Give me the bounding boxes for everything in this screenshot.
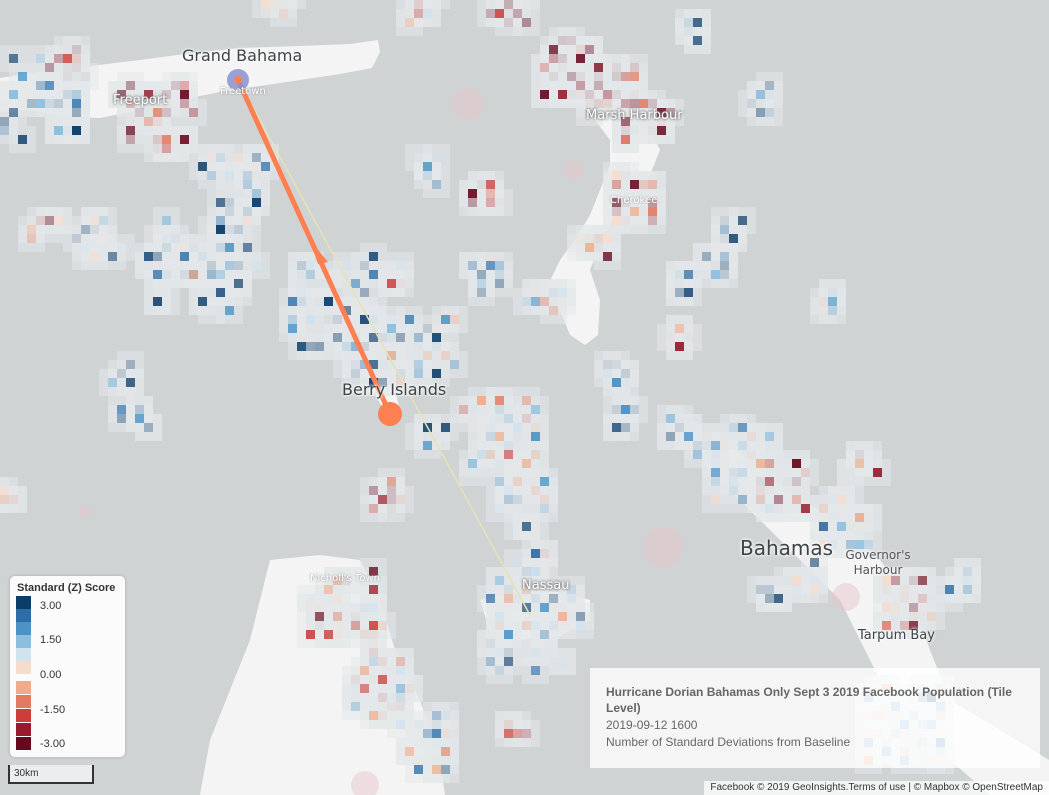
info-date: 2019-09-12 1600 — [606, 718, 698, 732]
thin-flow-line — [237, 79, 531, 616]
scale-label: 30km — [14, 768, 39, 779]
legend-tick-neg-1-5: -1.50 — [40, 704, 66, 716]
legend-swatch — [16, 723, 31, 736]
legend-swatch — [16, 622, 31, 635]
legend-swatch — [16, 695, 31, 708]
legend-swatch — [16, 661, 31, 674]
legend-swatch — [16, 737, 31, 750]
origin-dot — [234, 76, 242, 84]
legend-swatch — [16, 635, 31, 648]
legend-swatch — [16, 596, 31, 609]
destination-marker[interactable] — [378, 402, 402, 426]
legend-title: Standard (Z) Score — [17, 582, 116, 594]
legend-tick-0: 0.00 — [40, 669, 62, 681]
legend-tick-3: 3.00 — [40, 600, 62, 612]
legend-swatch — [16, 648, 31, 661]
legend-swatch — [16, 709, 31, 722]
info-title: Hurricane Dorian Bahamas Only Sept 3 201… — [606, 685, 1012, 715]
legend-swatch — [16, 681, 31, 694]
place-bubbles — [79, 88, 860, 795]
legend: Standard (Z) Score 3.00 1.50 0.00 -1.50 … — [10, 576, 125, 757]
flow-arrow — [310, 240, 328, 264]
info-subtitle: Number of Standard Deviations from Basel… — [606, 735, 851, 749]
legend-tick-neg-3: -3.00 — [40, 738, 66, 750]
population-tiles — [0, 0, 981, 783]
legend-tick-1-5: 1.50 — [40, 634, 62, 646]
flow-lines — [227, 69, 531, 616]
attribution: Facebook © 2019 GeoInsights.Terms of use… — [704, 781, 1049, 795]
legend-swatch — [16, 609, 31, 622]
info-panel: Hurricane Dorian Bahamas Only Sept 3 201… — [590, 668, 1040, 768]
scale-bar: 30km — [8, 765, 94, 784]
